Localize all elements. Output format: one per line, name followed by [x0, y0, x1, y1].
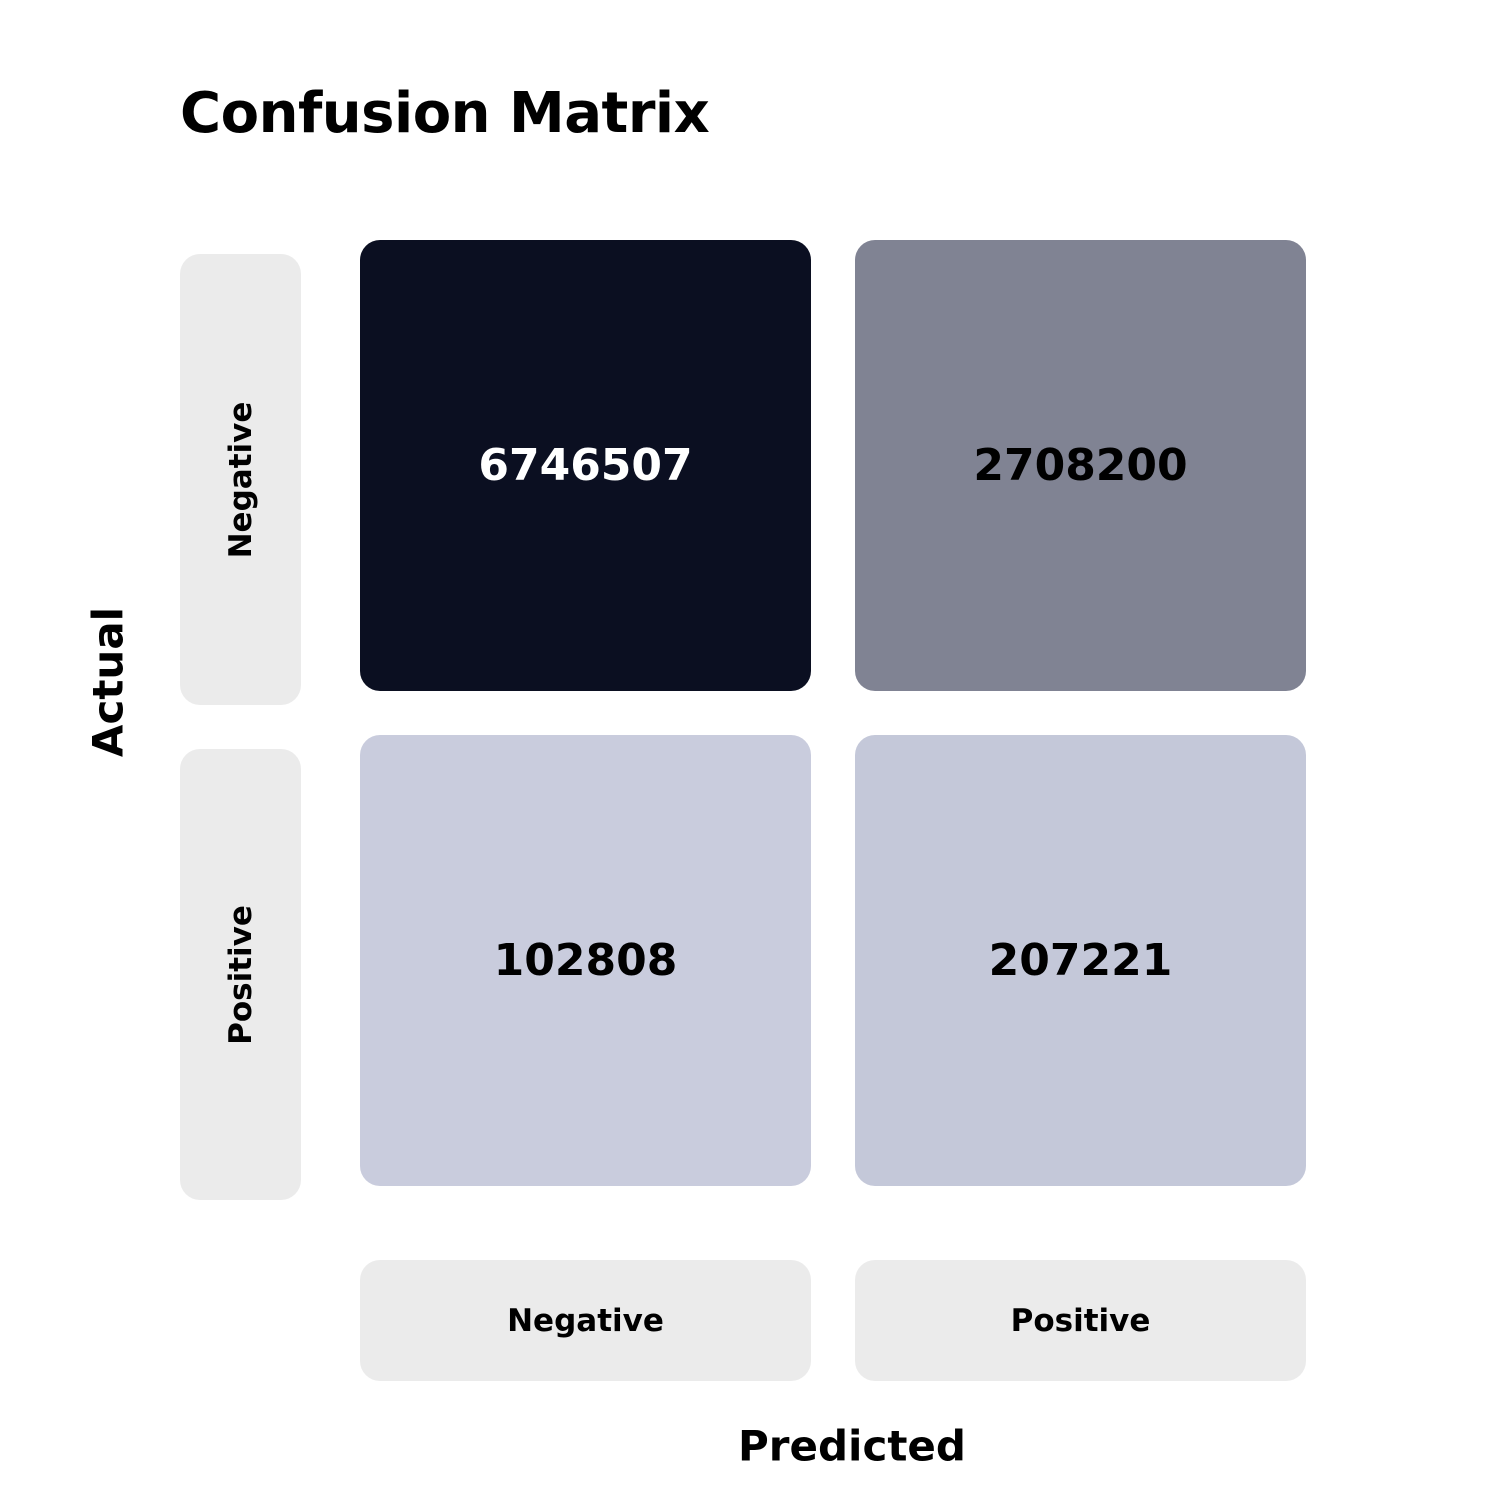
row-label-positive-text: Positive [222, 904, 259, 1045]
col-label-positive: Positive [855, 1260, 1306, 1381]
chart-title: Confusion Matrix [180, 81, 710, 146]
cell-actual-negative-predicted-positive: 2708200 [855, 240, 1306, 691]
cell-actual-positive-predicted-positive: 207221 [855, 735, 1306, 1186]
cell-actual-positive-predicted-negative: 102808 [360, 735, 811, 1186]
cell-actual-negative-predicted-negative: 6746507 [360, 240, 811, 691]
row-label-negative-text: Negative [222, 401, 259, 558]
row-label-positive: Positive [180, 749, 301, 1200]
y-axis-label: Actual [83, 606, 133, 758]
row-label-negative: Negative [180, 254, 301, 705]
col-label-negative: Negative [360, 1260, 811, 1381]
x-axis-label: Predicted [738, 1421, 966, 1471]
